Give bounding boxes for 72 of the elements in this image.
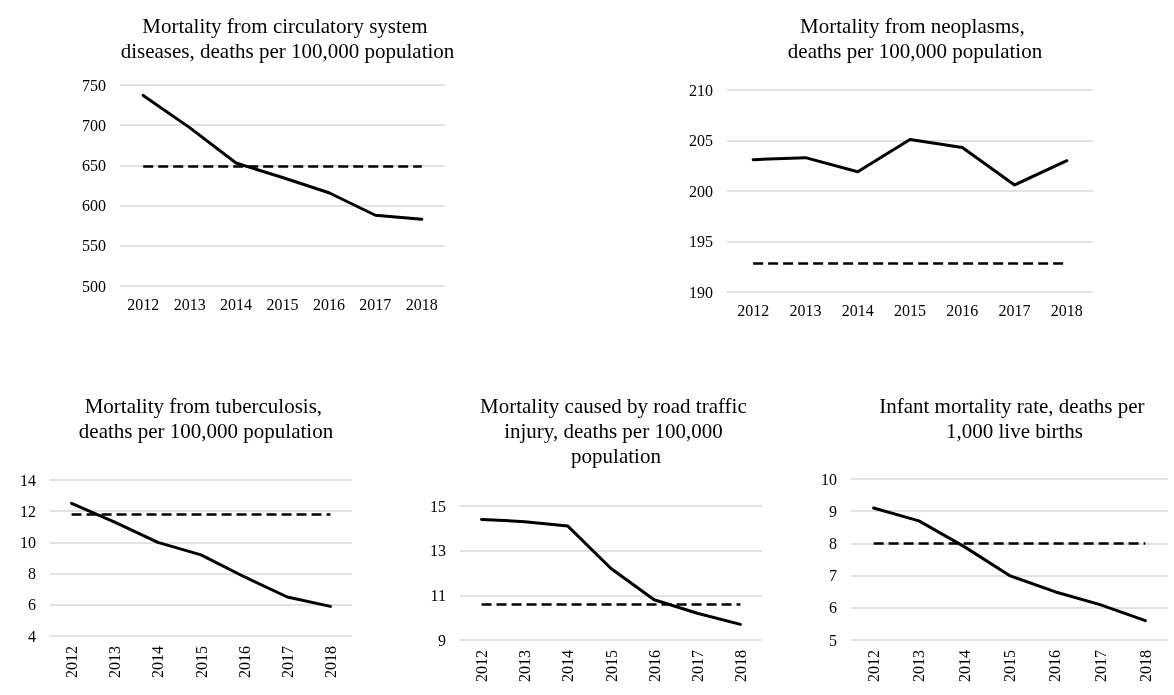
x-tick-label: 2012	[473, 650, 491, 682]
chart-title: Infant mortality rate, deaths per 1,000 live births	[879, 393, 1150, 443]
x-tick-label: 2012	[63, 646, 81, 678]
x-tick-label: 2014	[841, 301, 874, 319]
x-tick-label: 2013	[173, 295, 206, 313]
y-tick-label: 200	[689, 182, 713, 200]
x-tick-label: 2013	[516, 650, 534, 682]
y-tick-label: 9	[829, 502, 837, 520]
line-series	[141, 93, 424, 221]
y-tick-label: 14	[20, 471, 36, 489]
x-tick-label: 2015	[894, 301, 926, 319]
line-series	[70, 501, 332, 608]
x-tick-label: 2012	[865, 650, 883, 682]
x-tick-label: 2015	[1001, 650, 1018, 682]
y-tick-label: 6	[829, 599, 837, 617]
y-tick-label: 6	[28, 596, 36, 614]
x-tick-label: 2014	[955, 650, 973, 682]
y-tick-label: 8	[829, 534, 837, 552]
y-tick-label: 5	[829, 631, 837, 649]
x-tick-label: 2016	[235, 646, 253, 678]
x-tick-label: 2018	[1050, 301, 1083, 319]
x-tick-label: 2013	[910, 650, 928, 682]
y-tick-label: 11	[430, 586, 446, 604]
line-series	[480, 517, 742, 626]
y-tick-label: 210	[689, 81, 713, 99]
x-tick-label: 2017	[1091, 650, 1109, 682]
chart-title: Mortality from tuberculosis, deaths per 100,000 population	[78, 393, 334, 443]
y-tick-label: 9	[438, 631, 446, 649]
x-tick-label: 2014	[149, 646, 167, 678]
x-tick-label: 2014	[220, 295, 253, 313]
y-tick-label: 8	[28, 565, 36, 583]
y-tick-label: 13	[430, 542, 446, 560]
x-tick-label: 2015	[192, 646, 210, 678]
y-tick-label: 700	[82, 116, 106, 134]
x-tick-label: 2015	[266, 295, 299, 313]
y-tick-label: 205	[689, 132, 713, 149]
chart-title: Mortality from circulatory system diseases, deaths per 100,000 population	[120, 13, 455, 63]
x-tick-label: 2014	[559, 650, 577, 682]
y-tick-label: 10	[821, 470, 837, 488]
x-tick-label: 2016	[1046, 650, 1064, 682]
y-tick-label: 500	[82, 277, 106, 295]
x-tick-label: 2018	[1136, 650, 1154, 682]
x-tick-label: 2015	[602, 650, 620, 682]
chart-title: Mortality from neoplasms, deaths per 100,000 population	[787, 13, 1043, 63]
y-tick-label: 7	[829, 567, 837, 585]
x-tick-label: 2017	[359, 295, 392, 313]
y-tick-label: 190	[689, 283, 713, 301]
x-tick-label: 2012	[737, 301, 770, 319]
y-tick-label: 550	[82, 237, 106, 255]
x-tick-label: 2016	[946, 301, 979, 319]
x-tick-label: 2018	[405, 295, 438, 313]
y-tick-label: 10	[20, 533, 36, 551]
x-tick-label: 2018	[321, 646, 339, 678]
chart-title: Mortality caused by road traffic injury, deaths per 100,000 population	[480, 393, 752, 468]
x-tick-label: 2016	[645, 650, 663, 682]
y-tick-label: 4	[28, 627, 36, 645]
x-tick-label: 2017	[998, 301, 1031, 319]
y-tick-label: 600	[82, 197, 106, 215]
x-tick-label: 2017	[688, 650, 706, 682]
y-tick-label: 12	[20, 502, 36, 520]
line-series	[872, 506, 1147, 623]
y-tick-label: 15	[430, 497, 446, 515]
y-tick-label: 750	[82, 76, 106, 94]
x-tick-label: 2012	[127, 295, 160, 313]
line-series	[751, 137, 1069, 187]
x-tick-label: 2013	[789, 301, 822, 319]
x-tick-label: 2013	[106, 646, 124, 678]
x-tick-label: 2018	[731, 650, 749, 682]
x-tick-label: 2017	[278, 646, 296, 678]
y-tick-label: 650	[82, 156, 106, 174]
x-tick-label: 2016	[312, 295, 345, 313]
y-tick-label: 195	[689, 233, 713, 250]
